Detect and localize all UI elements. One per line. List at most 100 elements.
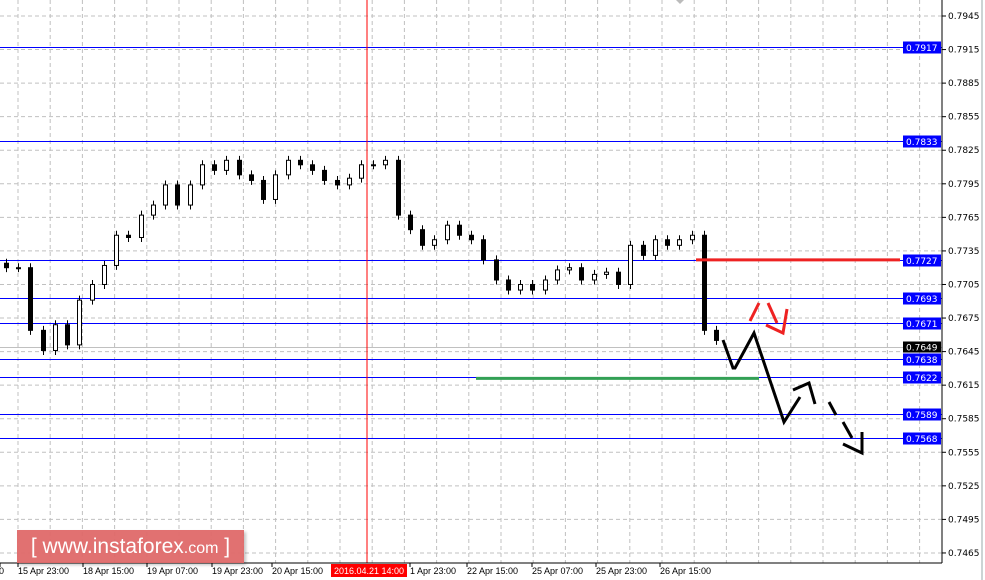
candle-body bbox=[604, 271, 609, 275]
candle bbox=[506, 275, 511, 295]
candle bbox=[16, 263, 21, 273]
candle bbox=[518, 280, 523, 295]
candle-body bbox=[77, 299, 82, 346]
candle-body bbox=[200, 164, 205, 186]
candle bbox=[126, 230, 131, 242]
candle-body bbox=[114, 234, 119, 266]
bearish-dashed-1 bbox=[827, 401, 838, 416]
candle bbox=[102, 260, 107, 289]
candle bbox=[604, 267, 609, 279]
price-tick-label: 0.7495 bbox=[948, 515, 980, 525]
candle-body bbox=[469, 234, 474, 241]
watermark-text: www.instaforex bbox=[42, 535, 184, 558]
candle-body bbox=[408, 214, 413, 231]
candle-body bbox=[579, 267, 584, 281]
candle bbox=[457, 220, 462, 240]
candle bbox=[665, 235, 670, 250]
candle bbox=[41, 325, 46, 355]
candle bbox=[114, 230, 119, 270]
candle bbox=[690, 230, 695, 245]
candle-body bbox=[151, 204, 156, 216]
candle bbox=[592, 269, 597, 285]
candle-body bbox=[359, 164, 364, 179]
candle bbox=[555, 265, 560, 285]
candle-body bbox=[420, 229, 425, 246]
candle-body bbox=[224, 159, 229, 171]
candle bbox=[4, 258, 9, 273]
candle-body bbox=[286, 159, 291, 176]
candle bbox=[420, 225, 425, 250]
candle bbox=[616, 267, 621, 289]
time-tick-label: 25 Apr 07:00 bbox=[532, 566, 583, 576]
candle-body bbox=[163, 184, 168, 206]
price-tick-label: 0.7615 bbox=[948, 381, 980, 391]
level-label-box bbox=[903, 317, 941, 330]
candle-body bbox=[616, 271, 621, 285]
price-tick-label: 0.7585 bbox=[948, 415, 980, 425]
time-tick-label: 25 Apr 23:00 bbox=[596, 566, 647, 576]
time-axis: 00 15 Apr 23:00 18 Apr 15:00 19 Apr 07:00 19… bbox=[0, 563, 711, 576]
candle-body bbox=[237, 159, 242, 176]
level-label: 0.7917 bbox=[906, 44, 938, 54]
candle bbox=[359, 160, 364, 183]
bearish-zigzag bbox=[721, 329, 802, 426]
price-axis: 0.7945 0.7915 0.7885 0.7855 0.7825 0.7795 0.77… bbox=[942, 12, 980, 559]
candle-body bbox=[90, 283, 95, 301]
candle bbox=[371, 160, 376, 170]
price-tick-label: 0.7795 bbox=[948, 180, 980, 190]
candle bbox=[445, 220, 450, 245]
candle bbox=[224, 155, 229, 175]
candle-body bbox=[530, 283, 535, 291]
candle-body bbox=[481, 239, 486, 261]
level-label: 0.7693 bbox=[906, 295, 938, 305]
level-label-box bbox=[903, 432, 941, 445]
candle-body bbox=[445, 224, 450, 241]
level-label-box bbox=[903, 371, 941, 384]
grid bbox=[0, 0, 942, 563]
level-lines bbox=[0, 47, 942, 439]
arrow-down-head-icon bbox=[842, 432, 864, 456]
candle-body bbox=[322, 169, 327, 181]
candle-body bbox=[28, 267, 33, 331]
candle-body bbox=[188, 184, 193, 206]
level-label-box bbox=[903, 41, 941, 54]
candle-body bbox=[665, 239, 670, 246]
level-label: 0.7622 bbox=[906, 374, 938, 384]
time-tick-label: 20 Apr 15:00 bbox=[272, 566, 323, 576]
bid-label: 0.7649 bbox=[906, 344, 938, 354]
level-label: 0.7833 bbox=[906, 138, 938, 148]
candle bbox=[408, 210, 413, 235]
level-label: 0.7671 bbox=[906, 320, 938, 330]
instaforex-watermark: [ www.instaforex.com ] bbox=[17, 530, 244, 563]
price-tick-label: 0.7825 bbox=[948, 146, 980, 156]
candle bbox=[212, 160, 217, 175]
crosshair-time-text: 2016.04.21 14:00 bbox=[334, 566, 404, 576]
price-tick-label: 0.7855 bbox=[948, 113, 980, 123]
candle-body bbox=[65, 324, 70, 346]
candles bbox=[4, 155, 719, 355]
candle bbox=[298, 155, 303, 170]
level-labels: 0.7917 0.7833 0.7727 0.7693 0.7671 0.7638 0.76… bbox=[903, 41, 941, 445]
candle-body bbox=[567, 267, 572, 271]
time-tick-label: 26 Apr 15:00 bbox=[660, 566, 711, 576]
candle-body bbox=[432, 239, 437, 246]
time-tick-label: 19 Apr 07:00 bbox=[147, 566, 198, 576]
candle bbox=[628, 240, 633, 289]
watermark-bracket: ] bbox=[224, 535, 231, 558]
candle-body bbox=[53, 324, 58, 351]
time-tick-label: 15 Apr 23:00 bbox=[18, 566, 69, 576]
candle bbox=[188, 180, 193, 210]
candle-body bbox=[126, 234, 131, 238]
level-label-box bbox=[903, 135, 941, 148]
candle bbox=[481, 235, 486, 265]
candle bbox=[322, 165, 327, 185]
candle-body bbox=[690, 234, 695, 241]
candle-body bbox=[310, 164, 315, 171]
alt-arrow-head-icon bbox=[765, 308, 789, 336]
candle-body bbox=[102, 264, 107, 285]
alt-dashed-1 bbox=[748, 302, 761, 322]
time-tick-label: 18 Apr 15:00 bbox=[83, 566, 134, 576]
candle-body bbox=[212, 164, 217, 171]
price-tick-label: 0.7555 bbox=[948, 448, 980, 458]
